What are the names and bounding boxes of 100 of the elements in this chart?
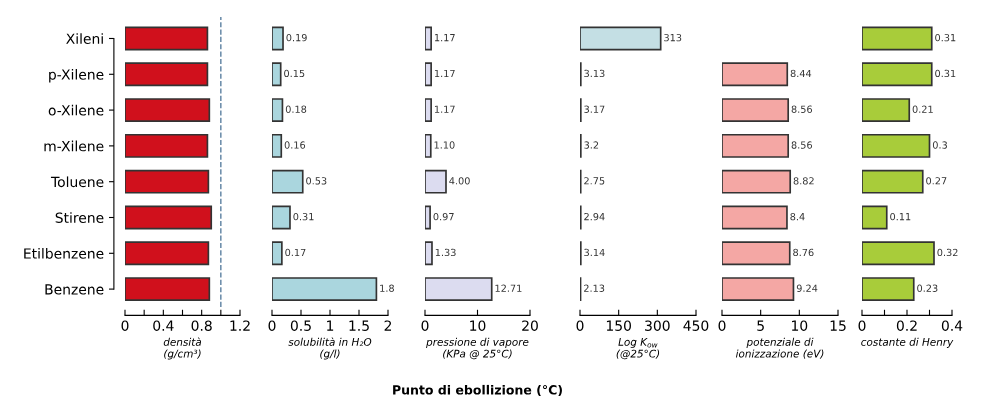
data-label: 1.8 xyxy=(380,284,394,292)
data-label: 3.13 xyxy=(584,69,605,78)
y-tick-label: Benzene xyxy=(45,284,104,295)
data-label: 0.23 xyxy=(917,284,938,292)
bar xyxy=(425,277,493,302)
x-tick-label: 0.8 xyxy=(191,320,212,331)
x-tick-label: 150 xyxy=(606,320,631,331)
x-axis-title: costante di Henry xyxy=(861,337,954,348)
bar xyxy=(722,169,792,194)
data-label: 8.82 xyxy=(793,177,814,185)
x-tick-label: 5 xyxy=(757,320,764,331)
x-tick-label: 15 xyxy=(830,320,846,331)
data-label: 0.27 xyxy=(926,177,947,185)
x-tick-label: 2 xyxy=(384,320,392,331)
x-axis-title: potenziale di ionizzazione (eV) xyxy=(735,337,824,359)
x-tick-label: 0.5 xyxy=(290,320,311,331)
x-tick-label: 0 xyxy=(121,320,129,331)
bar xyxy=(272,169,304,194)
x-axis-title: pressione di vapore (KPa @ 25°C) xyxy=(426,337,529,360)
bar xyxy=(722,133,790,158)
bar xyxy=(272,205,291,230)
data-label: 8.76 xyxy=(793,248,814,257)
data-label: 0.53 xyxy=(306,177,327,185)
bar xyxy=(425,169,447,194)
data-label: 0.3 xyxy=(932,141,947,149)
data-label: 8.56 xyxy=(791,105,813,113)
x-tick-label: 1.5 xyxy=(349,320,369,331)
data-label: 0.11 xyxy=(890,212,911,221)
x-tick-label: 1.2 xyxy=(230,320,250,331)
x-axis-title: densità (g/cm³) xyxy=(163,337,202,360)
bar xyxy=(272,26,284,51)
y-tick-label: Stirene xyxy=(55,212,104,223)
bar xyxy=(425,98,432,123)
x-tick-label: 0 xyxy=(576,320,584,331)
x-tick-label: 0 xyxy=(858,320,866,331)
bar xyxy=(862,169,924,194)
data-label: 1.33 xyxy=(435,248,456,257)
bar xyxy=(272,62,282,87)
data-label: 2.13 xyxy=(584,284,605,292)
bar xyxy=(425,241,433,266)
bar xyxy=(425,133,432,158)
data-label: 0.32 xyxy=(937,248,958,257)
data-label: 2.75 xyxy=(584,177,605,185)
data-label: 0.31 xyxy=(935,33,956,42)
data-label: 3.14 xyxy=(584,248,605,257)
y-tick-label: Toluene xyxy=(50,176,104,188)
bar xyxy=(580,26,662,51)
x-axis-title: solubilità in H₂O (g/l) xyxy=(288,337,372,360)
x-axis-title: Log K$_{ow}$ (@25°C) xyxy=(616,338,660,360)
data-label: 1.17 xyxy=(434,34,455,42)
bar xyxy=(862,277,915,302)
bar xyxy=(272,241,283,266)
data-label: 0.21 xyxy=(912,105,933,113)
bar xyxy=(722,98,790,123)
x-tick-label: 300 xyxy=(645,320,670,331)
bar xyxy=(272,98,284,123)
x-tick-label: 0 xyxy=(421,320,429,331)
data-label: 0.17 xyxy=(285,248,306,257)
data-label: 8.56 xyxy=(791,141,813,149)
data-label: 3.17 xyxy=(584,105,605,113)
y-tick-label: Etilbenzene xyxy=(24,248,104,259)
bar xyxy=(722,205,788,230)
bar xyxy=(722,277,795,302)
bar xyxy=(722,241,791,266)
x-tick-label: 10 xyxy=(792,320,808,331)
text: Punto di ebollizione (°C) xyxy=(393,384,562,397)
bar xyxy=(425,26,432,51)
x-tick-label: 1 xyxy=(327,320,334,331)
data-label: 0.18 xyxy=(285,105,307,113)
bar xyxy=(862,98,911,123)
data-label: 3.2 xyxy=(584,141,599,149)
bar xyxy=(272,133,283,158)
bar xyxy=(425,205,431,230)
data-label: 8.4 xyxy=(790,212,805,221)
x-tick-label: 0 xyxy=(718,320,726,331)
data-label: 0.31 xyxy=(935,69,956,78)
data-label: 0.97 xyxy=(433,212,454,221)
bar xyxy=(862,26,933,51)
bar xyxy=(272,277,378,302)
bar xyxy=(862,205,888,230)
x-tick-label: 0 xyxy=(268,320,276,331)
bar xyxy=(425,62,432,87)
y-tick-label: p-Xilene xyxy=(49,69,104,83)
y-tick-label: o-Xilene xyxy=(48,104,104,116)
data-label: 12.71 xyxy=(495,284,522,292)
data-label: 1.10 xyxy=(434,141,455,149)
data-label: 0.19 xyxy=(286,33,307,42)
data-label: 1.17 xyxy=(434,69,455,77)
data-label: 0.16 xyxy=(284,141,306,149)
y-tick-label: Xileni xyxy=(66,33,103,44)
data-label: 8.44 xyxy=(790,69,812,78)
x-tick-label: 20 xyxy=(522,320,538,331)
x-tick-label: 450 xyxy=(683,320,709,331)
x-tick-label: 0.4 xyxy=(941,320,963,331)
data-label: 0.31 xyxy=(293,212,314,221)
data-label: 0.15 xyxy=(284,69,305,78)
data-label: 9.24 xyxy=(796,284,818,292)
x-tick-label: 10 xyxy=(470,320,486,331)
x-tick-label: 0.4 xyxy=(153,320,174,331)
bar xyxy=(722,62,789,87)
